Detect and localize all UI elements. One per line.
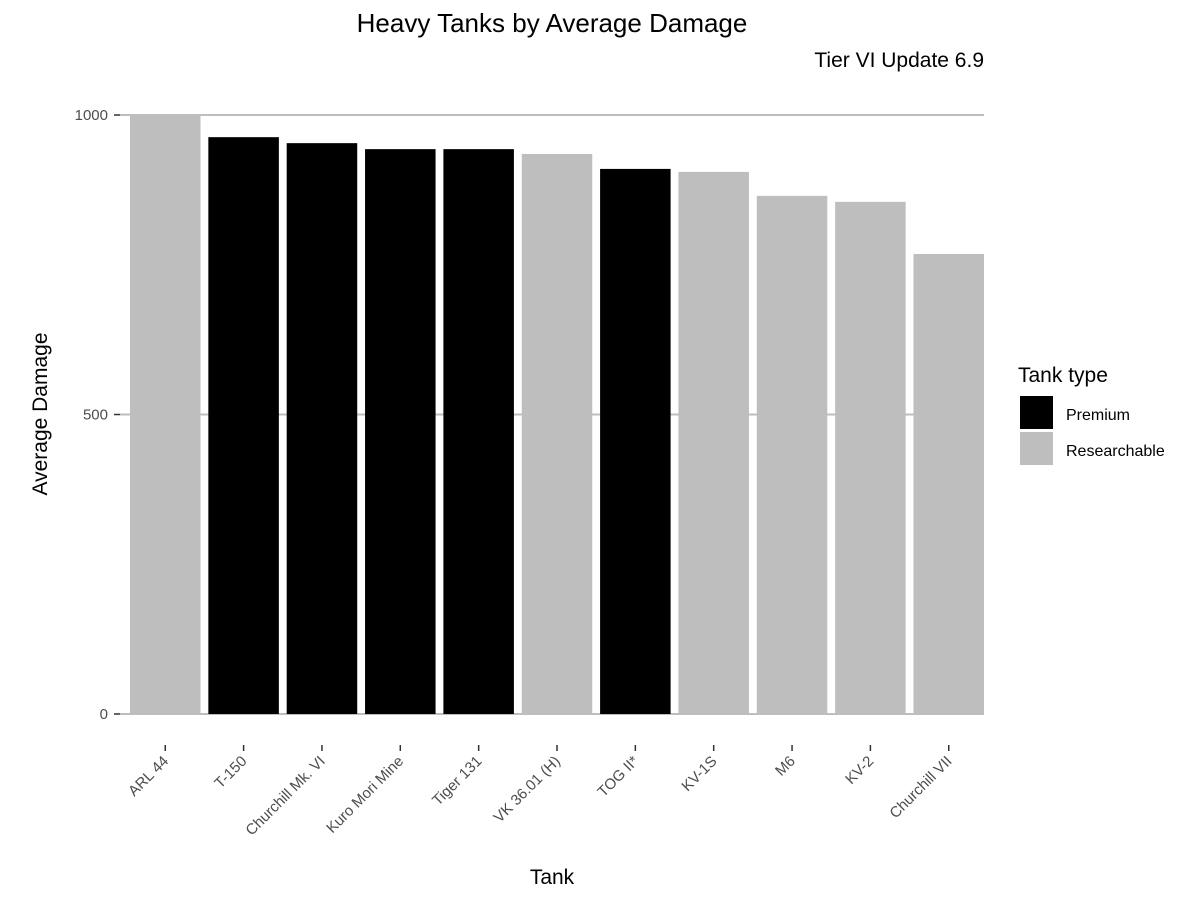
chart-title: Heavy Tanks by Average Damage <box>357 8 748 38</box>
bar <box>600 168 671 714</box>
x-tick-label: Kuro Mori Mine <box>323 753 407 837</box>
y-tick-label: 1000 <box>75 107 108 124</box>
bar <box>208 137 279 715</box>
x-tick-label: KV-2 <box>842 753 877 788</box>
bars <box>130 115 984 715</box>
bar <box>521 153 593 714</box>
bar <box>365 149 436 714</box>
x-tick-label: TOG II* <box>594 753 642 801</box>
x-tick-label: Churchill VII <box>886 753 955 822</box>
x-tick-label: Churchill Mk. VI <box>242 753 328 839</box>
x-tick-label: VK 36.01 (H) <box>490 753 563 826</box>
chart-subtitle: Tier VI Update 6.9 <box>814 49 984 72</box>
y-tick-label: 0 <box>100 706 108 723</box>
bar <box>913 253 984 714</box>
y-axis: 0 500 1000 <box>75 107 120 723</box>
x-tick-label: M6 <box>772 753 799 780</box>
x-tick-label: Tiger 131 <box>429 753 485 809</box>
legend-swatch <box>1020 396 1053 429</box>
x-tick-label: KV-1S <box>678 753 720 795</box>
bar <box>130 115 201 714</box>
y-tick-label: 500 <box>83 407 108 424</box>
y-axis-title: Average Damage <box>29 332 52 495</box>
bar <box>443 149 514 714</box>
legend-title: Tank type <box>1018 364 1108 387</box>
legend: Tank type Premium Researchable <box>1018 364 1165 465</box>
bar <box>756 195 828 715</box>
legend-swatch <box>1020 432 1053 465</box>
legend-label: Premium <box>1066 407 1130 424</box>
bar <box>286 143 358 714</box>
bar <box>835 201 906 715</box>
x-axis-title: Tank <box>530 866 575 889</box>
x-tick-label: ARL 44 <box>125 753 172 800</box>
bar <box>678 171 749 714</box>
legend-label: Researchable <box>1066 443 1165 460</box>
x-tick-label: T-150 <box>211 753 250 792</box>
